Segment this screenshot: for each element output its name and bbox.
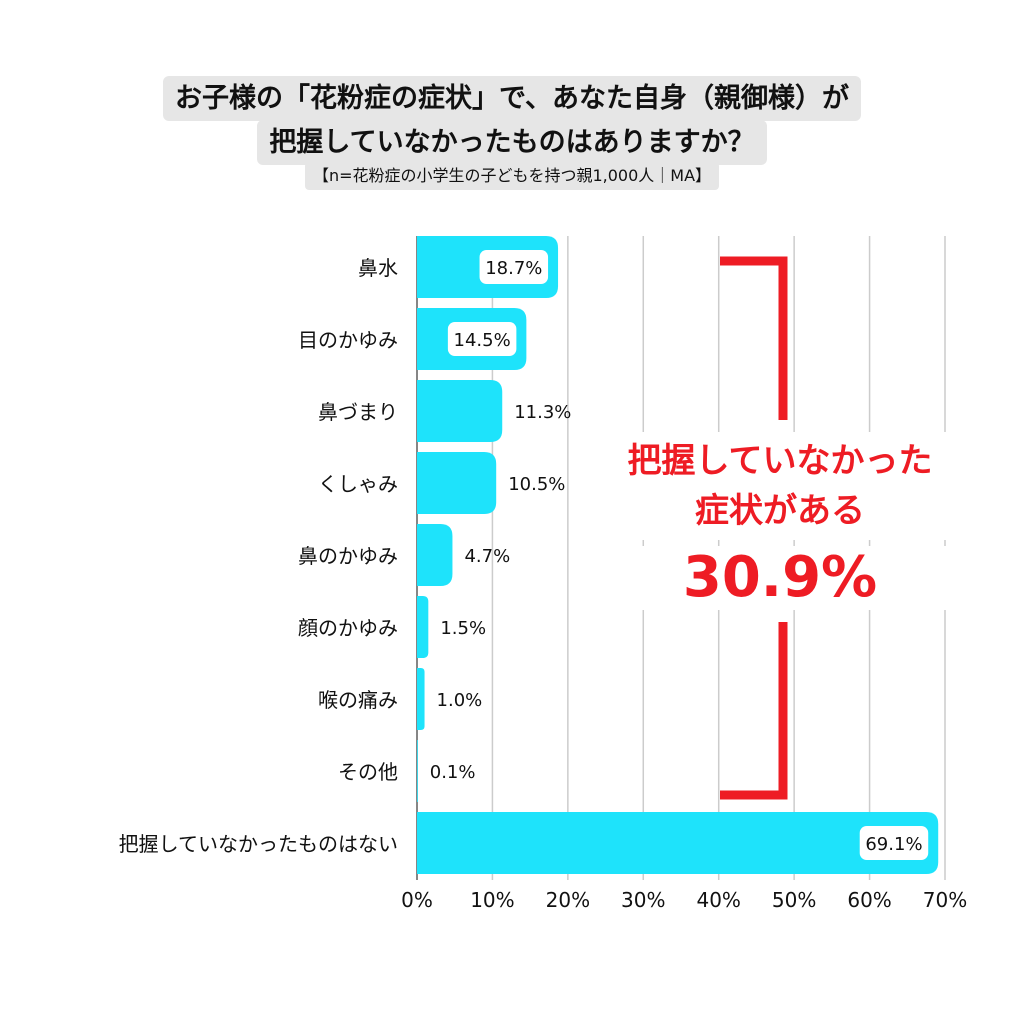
callout-value: 30.9%	[600, 546, 960, 610]
value-label: 14.5%	[454, 330, 511, 351]
bar	[417, 596, 429, 658]
value-labels: 18.7% 14.5% 11.3% 10.5% 4.7% 1.5% 1.0% 0.1% 69.1…	[430, 250, 929, 860]
x-tick-label: 20%	[546, 888, 590, 912]
category-label: 顔のかゆみ	[298, 616, 398, 640]
value-label: 4.7%	[464, 546, 510, 567]
x-tick-label: 0%	[401, 888, 433, 912]
x-tick-label: 40%	[696, 888, 740, 912]
bar	[417, 668, 425, 730]
value-label: 0.1%	[430, 762, 476, 783]
value-label: 10.5%	[508, 474, 565, 495]
chart-title-line1: お子様の「花粉症の症状」で、あなた自身（親御様）が	[163, 76, 861, 121]
bar	[417, 452, 497, 514]
value-label-bg	[447, 322, 517, 356]
category-label: その他	[338, 760, 398, 784]
chart-title-line2-wrap: 把握していなかったものはありますか？	[0, 120, 1024, 165]
category-label: 鼻水	[358, 256, 398, 280]
value-label: 11.3%	[514, 402, 571, 423]
chart-title-line2: 把握していなかったものはありますか？	[257, 120, 767, 165]
x-tick-label: 50%	[772, 888, 816, 912]
chart-subtitle: 【n=花粉症の小学生の子どもを持つ親1,000人｜MA】	[304, 162, 720, 190]
bracket-bottom	[720, 622, 788, 800]
callout-text: 把握していなかった 症状がある	[600, 432, 960, 540]
x-tick-label: 60%	[847, 888, 891, 912]
category-label: 把握していなかったものはない	[119, 832, 398, 856]
category-label: くしゃみ	[318, 472, 398, 496]
bar	[417, 380, 503, 442]
value-label-bg	[479, 250, 549, 284]
bar	[417, 740, 418, 802]
value-label: 1.0%	[437, 690, 483, 711]
callout-line1: 把握していなかった	[627, 441, 933, 481]
x-tick-labels: 0% 10% 20% 30% 40% 50% 60% 70%	[401, 888, 967, 912]
chart-subtitle-wrap: 【n=花粉症の小学生の子どもを持つ親1,000人｜MA】	[0, 162, 1024, 190]
category-label: 鼻づまり	[318, 400, 398, 424]
value-label: 18.7%	[485, 258, 542, 279]
value-label-bg	[859, 826, 929, 860]
callout-line2: 症状がある	[695, 491, 865, 531]
chart-title-line1-wrap: お子様の「花粉症の症状」で、あなた自身（親御様）が	[0, 76, 1024, 121]
bar	[417, 524, 453, 586]
value-label: 69.1%	[865, 834, 922, 855]
category-labels: 鼻水目のかゆみ鼻づまりくしゃみ鼻のかゆみ顔のかゆみ喉の痛みその他把握していなかっ…	[119, 256, 398, 856]
category-label: 鼻のかゆみ	[298, 544, 398, 568]
category-label: 目のかゆみ	[298, 328, 398, 352]
category-label: 喉の痛み	[318, 688, 398, 712]
value-label: 1.5%	[440, 618, 486, 639]
callout-bracket	[720, 256, 788, 800]
x-tick-label: 70%	[923, 888, 967, 912]
x-tick-label: 30%	[621, 888, 665, 912]
x-tick-label: 10%	[470, 888, 514, 912]
bracket-top	[720, 256, 788, 420]
bar	[417, 812, 939, 874]
